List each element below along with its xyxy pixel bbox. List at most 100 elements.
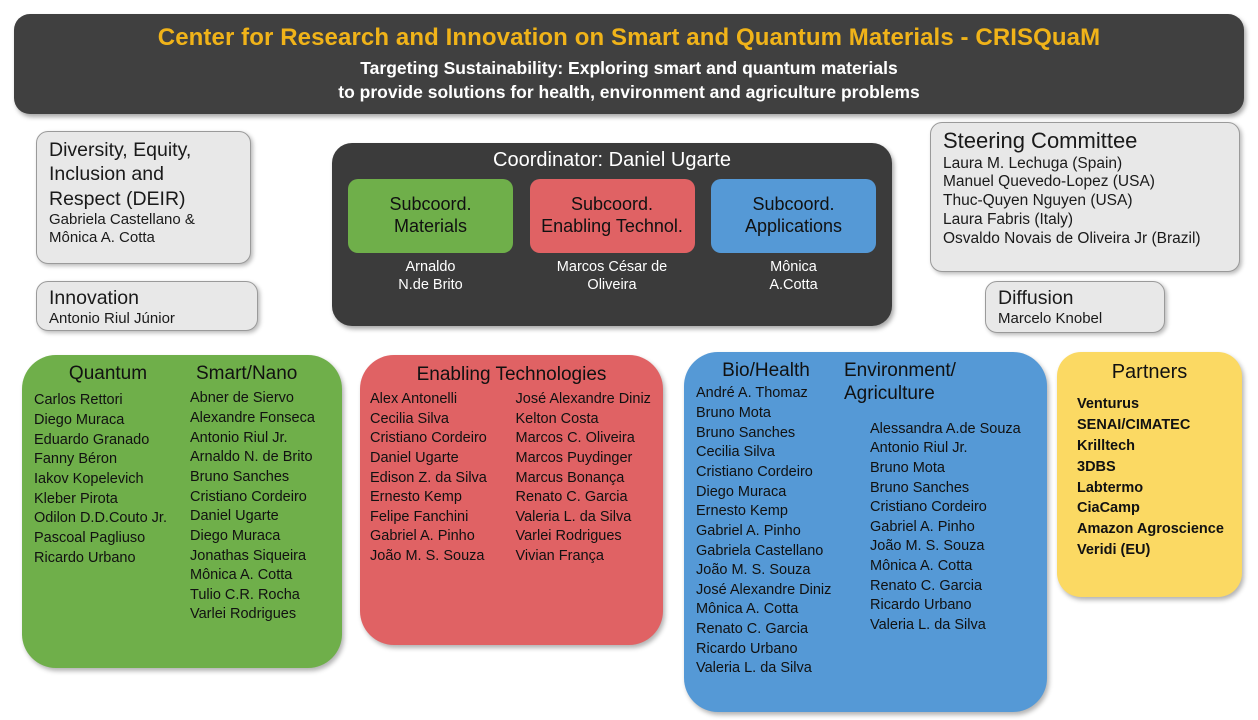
- list-item: Bruno Sanches: [870, 479, 970, 496]
- list-item: Gabriel A. Pinho: [870, 518, 975, 535]
- list-item: Alex Antonelli: [370, 391, 458, 407]
- list-item: Antonio Riul Jr.: [190, 429, 288, 446]
- subcoord-enabling-label-2: Enabling Technol.: [541, 216, 683, 236]
- smart-nano-column: Smart/Nano Abner de Siervo Alexandre Fon…: [182, 355, 332, 668]
- subcoordinator-row: Subcoord. Materials Arnaldo N.de Brito S…: [332, 179, 892, 294]
- smart-nano-member-list: Abner de Siervo Alexandre Fonseca Antoni…: [190, 389, 332, 625]
- list-item: Daniel Ugarte: [190, 508, 279, 525]
- list-item: Valeria L. da Silva: [515, 508, 632, 525]
- innovation-member: Antonio Riul Júnior: [49, 310, 175, 328]
- subcoord-enabling-person-2: Oliveira: [587, 277, 637, 294]
- list-item: Kleber Pirota: [34, 490, 118, 507]
- enabling-technologies-panel: Enabling Technologies Alex Antonelli Cec…: [360, 355, 663, 645]
- list-item: Cecilia Silva: [696, 444, 775, 461]
- list-item: Amazon Agroscience: [1077, 521, 1224, 538]
- list-item: Diego Muraca: [696, 483, 787, 500]
- steering-member: Laura Fabris (Italy): [943, 211, 1074, 229]
- list-item: Veridi (EU): [1077, 542, 1151, 559]
- bio-health-member-list: André A. Thomaz Bruno Mota Bruno Sanches…: [696, 384, 836, 679]
- list-item: Iakov Kopelevich: [34, 470, 144, 487]
- list-item: Marcus Bonança: [515, 469, 625, 486]
- header-banner: Center for Research and Innovation on Sm…: [14, 14, 1244, 114]
- list-item: Mônica A. Cotta: [190, 567, 293, 584]
- list-item: Ricardo Urbano: [696, 640, 798, 657]
- list-item: Antonio Riul Jr.: [870, 440, 968, 457]
- steering-committee-card: Steering Committee Laura M. Lechuga (Spa…: [930, 122, 1240, 272]
- list-item: Renato C. Garcia: [696, 621, 809, 638]
- list-item: Valeria L. da Silva: [870, 617, 986, 633]
- list-item: 3DBS: [1077, 458, 1116, 475]
- list-item: Ernesto Kemp: [370, 489, 462, 506]
- deir-title: Diversity, Equity, Inclusion and Respect…: [49, 139, 192, 210]
- list-item: Diego Muraca: [34, 412, 125, 429]
- coordinator-title: Coordinator: Daniel Ugarte: [493, 149, 731, 171]
- list-item: João M. S. Souza: [696, 562, 811, 579]
- innovation-title: Innovation: [49, 287, 139, 309]
- quantum-member-list: Carlos Rettori Diego Muraca Eduardo Gran…: [34, 391, 182, 568]
- list-item: Alexandre Fonseca: [190, 410, 315, 427]
- list-item: Fanny Béron: [34, 451, 118, 468]
- partners-list: Venturus SENAI/CIMATEC Krilltech 3DBS La…: [1057, 394, 1242, 561]
- subcoord-materials-label-2: Materials: [393, 216, 468, 236]
- list-item: Kelton Costa: [515, 410, 599, 427]
- innovation-card: Innovation Antonio Riul Júnior: [36, 281, 258, 331]
- deir-card: Diversity, Equity, Inclusion and Respect…: [36, 131, 251, 264]
- list-item: Tulio C.R. Rocha: [190, 586, 300, 603]
- steering-member: Thuc-Quyen Nguyen (USA): [943, 192, 1133, 210]
- list-item: CiaCamp: [1077, 500, 1140, 517]
- subcoord-enabling-chip: Subcoord. Enabling Technol.: [529, 179, 695, 253]
- enabling-member-list-2: José Alexandre Diniz Kelton Costa Marcos…: [516, 390, 663, 567]
- subcoord-applications-person-2: A.Cotta: [769, 277, 818, 294]
- header-subtitle-line1: Targeting Sustainability: Exploring smar…: [360, 57, 898, 78]
- enabling-columns: Alex Antonelli Cecilia Silva Cristiano C…: [360, 386, 663, 567]
- list-item: Mônica A. Cotta: [870, 558, 973, 575]
- list-item: Venturus: [1077, 396, 1140, 412]
- list-item: Cristiano Cordeiro: [370, 430, 487, 447]
- environment-member-list: Alessandra A.de Souza Antonio Riul Jr. B…: [844, 420, 1036, 636]
- list-item: Cristiano Cordeiro: [870, 499, 987, 516]
- list-item: Ricardo Urbano: [34, 549, 136, 566]
- enabling-column-2: José Alexandre Diniz Kelton Costa Marcos…: [516, 390, 663, 567]
- list-item: José Alexandre Diniz: [696, 581, 832, 598]
- quantum-title: Quantum: [68, 363, 148, 384]
- list-item: Cecilia Silva: [370, 410, 449, 427]
- subcoord-materials-label-1: Subcoord.: [389, 194, 472, 215]
- list-item: Bruno Mota: [870, 459, 945, 476]
- environment-agriculture-title: Environment/ Agriculture: [844, 360, 1036, 406]
- page-title: Center for Research and Innovation on Sm…: [157, 23, 1101, 51]
- list-item: Renato C. Garcia: [870, 577, 983, 594]
- list-item: Valeria L. da Silva: [696, 660, 812, 677]
- list-item: Bruno Sanches: [696, 424, 796, 441]
- bio-health-column: Bio/Health André A. Thomaz Bruno Mota Br…: [684, 352, 836, 712]
- list-item: Odilon D.D.Couto Jr.: [34, 510, 167, 527]
- smart-nano-title: Smart/Nano: [196, 363, 298, 384]
- list-item: Mônica A. Cotta: [696, 601, 799, 618]
- list-item: Varlei Rodrigues: [515, 528, 622, 545]
- subcoordinator-materials: Subcoord. Materials Arnaldo N.de Brito: [348, 179, 513, 294]
- subcoord-materials-person: Arnaldo N.de Brito: [348, 258, 513, 294]
- list-item: Abner de Siervo: [190, 390, 294, 407]
- header-subtitle-line2: to provide solutions for health, environ…: [338, 82, 920, 102]
- deir-member-1: Gabriela Castellano &: [49, 211, 195, 229]
- list-item: Jonathas Siqueira: [190, 547, 307, 564]
- subcoordinator-enabling-technologies: Subcoord. Enabling Technol. Marcos César…: [529, 179, 695, 294]
- list-item: Pascoal Pagliuso: [34, 529, 146, 546]
- list-item: Cristiano Cordeiro: [190, 488, 307, 505]
- subcoord-materials-chip: Subcoord. Materials: [348, 179, 513, 253]
- list-item: Ricardo Urbano: [870, 597, 972, 614]
- subcoord-materials-person-2: N.de Brito: [398, 277, 463, 294]
- list-item: Gabriel A. Pinho: [370, 528, 475, 545]
- applications-group-panel: Bio/Health André A. Thomaz Bruno Mota Br…: [684, 352, 1047, 712]
- list-item: Marcos C. Oliveira: [515, 430, 635, 447]
- list-item: Marcos Puydinger: [515, 449, 633, 466]
- list-item: Diego Muraca: [190, 527, 281, 544]
- environment-agriculture-column: Environment/ Agriculture Alessandra A.de…: [836, 352, 1036, 712]
- list-item: Vivian França: [515, 548, 604, 565]
- partners-title: Partners: [1111, 361, 1188, 383]
- list-item: Daniel Ugarte: [370, 449, 459, 466]
- list-item: João M. S. Souza: [370, 548, 485, 565]
- steering-member: Laura M. Lechuga (Spain): [943, 154, 1123, 172]
- enabling-column-1: Alex Antonelli Cecilia Silva Cristiano C…: [370, 390, 516, 567]
- list-item: Carlos Rettori: [34, 392, 123, 409]
- list-item: Edison Z. da Silva: [370, 469, 487, 486]
